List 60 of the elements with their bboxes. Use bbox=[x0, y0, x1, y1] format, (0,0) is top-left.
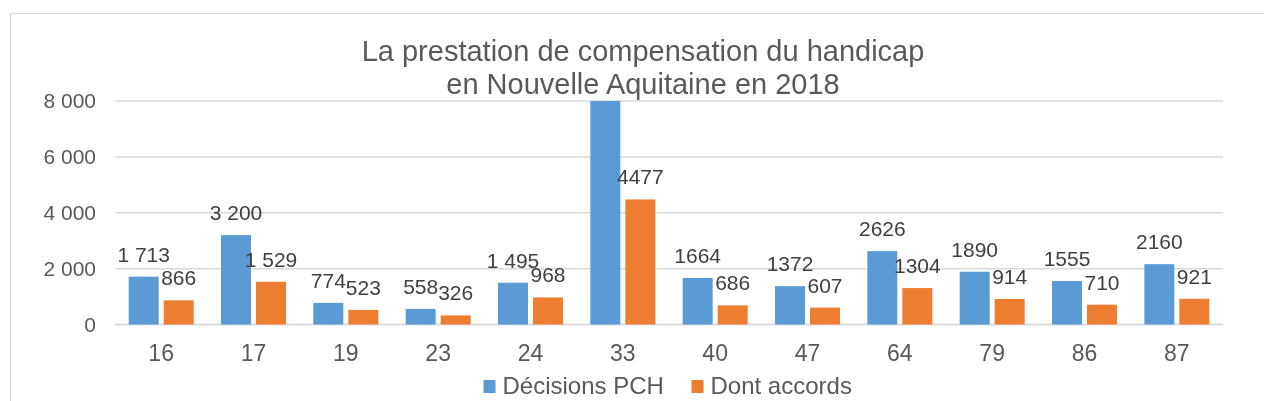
data-label: 710 bbox=[1084, 270, 1120, 294]
bar bbox=[1144, 264, 1175, 325]
x-tick-label: 33 bbox=[610, 340, 636, 366]
x-tick-label: 86 bbox=[1071, 340, 1098, 366]
chart-title: La prestation de compensation du handicap en Nouvelle Aquitaine en 2018 bbox=[361, 35, 925, 100]
x-tick-label: 24 bbox=[517, 340, 544, 366]
data-label: 1890 bbox=[951, 237, 999, 261]
legend-label: Dont accords bbox=[710, 372, 852, 399]
x-tick-label: 23 bbox=[425, 340, 451, 366]
data-label: 607 bbox=[807, 273, 843, 297]
data-label: 2160 bbox=[1135, 230, 1183, 254]
x-tick-label: 40 bbox=[702, 340, 728, 366]
x-tick-label: 87 bbox=[1164, 340, 1190, 366]
x-tick-label: 16 bbox=[148, 340, 174, 366]
data-label: 866 bbox=[161, 266, 197, 290]
bar bbox=[775, 286, 805, 325]
x-tick-label: 47 bbox=[794, 340, 821, 366]
data-label: 1 713 bbox=[117, 242, 170, 266]
data-label: 921 bbox=[1176, 264, 1212, 288]
data-label: 1555 bbox=[1043, 247, 1091, 271]
data-label: 2626 bbox=[858, 217, 906, 241]
bar bbox=[959, 271, 990, 325]
x-tick-label: 17 bbox=[240, 340, 267, 366]
bar bbox=[348, 309, 379, 325]
bar bbox=[717, 305, 748, 325]
x-tick-label: 64 bbox=[887, 340, 913, 366]
data-label: 1664 bbox=[674, 244, 722, 268]
data-label: 558 bbox=[403, 274, 439, 298]
bar bbox=[625, 199, 656, 325]
data-label: 686 bbox=[715, 271, 751, 295]
bar bbox=[163, 300, 194, 325]
bar bbox=[498, 282, 528, 325]
bar bbox=[810, 307, 840, 325]
y-tick-label: 6 000 bbox=[43, 145, 96, 169]
data-label: 1 529 bbox=[244, 247, 298, 271]
data-label: 774 bbox=[310, 268, 347, 292]
data-label: 3 200 bbox=[209, 201, 263, 225]
bar bbox=[256, 281, 286, 325]
bar bbox=[994, 298, 1025, 325]
data-label: 914 bbox=[992, 264, 1028, 288]
bar bbox=[128, 276, 159, 325]
x-tick-label: 19 bbox=[333, 340, 359, 366]
bar bbox=[1179, 298, 1210, 325]
y-tick-label: 2 000 bbox=[43, 256, 96, 280]
y-tick-label: 8 000 bbox=[43, 89, 96, 113]
bar bbox=[1087, 304, 1117, 325]
data-label: 523 bbox=[345, 275, 381, 299]
legend-label: Décisions PCH bbox=[502, 372, 664, 399]
bar bbox=[313, 302, 344, 325]
bar bbox=[902, 288, 933, 325]
bar bbox=[440, 315, 471, 325]
data-label: 326 bbox=[438, 281, 474, 305]
bar bbox=[1052, 281, 1082, 325]
bar bbox=[405, 308, 436, 325]
x-tick-label: 79 bbox=[979, 340, 1005, 366]
data-label: 1372 bbox=[766, 252, 814, 276]
bar bbox=[533, 297, 563, 325]
y-tick-label: 4 000 bbox=[43, 201, 96, 225]
bar bbox=[682, 278, 713, 325]
y-tick-label: 0 bbox=[84, 312, 96, 336]
